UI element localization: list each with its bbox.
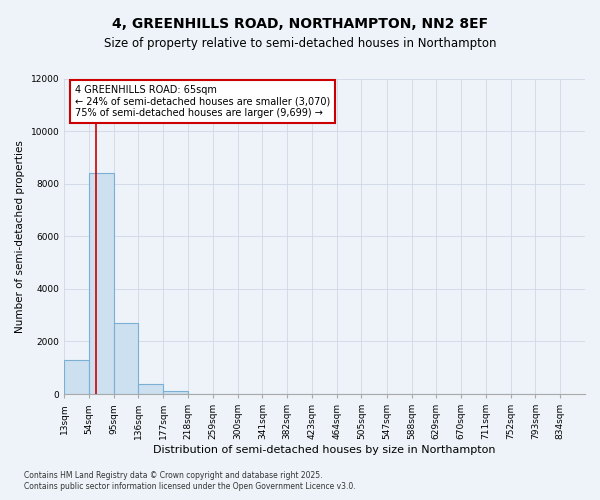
X-axis label: Distribution of semi-detached houses by size in Northampton: Distribution of semi-detached houses by … bbox=[154, 445, 496, 455]
Bar bbox=[114, 323, 139, 394]
Text: Size of property relative to semi-detached houses in Northampton: Size of property relative to semi-detach… bbox=[104, 38, 496, 51]
Text: Contains public sector information licensed under the Open Government Licence v3: Contains public sector information licen… bbox=[24, 482, 356, 491]
Text: 4, GREENHILLS ROAD, NORTHAMPTON, NN2 8EF: 4, GREENHILLS ROAD, NORTHAMPTON, NN2 8EF bbox=[112, 18, 488, 32]
Bar bbox=[163, 390, 188, 394]
Text: 4 GREENHILLS ROAD: 65sqm
← 24% of semi-detached houses are smaller (3,070)
75% o: 4 GREENHILLS ROAD: 65sqm ← 24% of semi-d… bbox=[74, 85, 330, 118]
Bar bbox=[139, 384, 163, 394]
Bar bbox=[89, 173, 114, 394]
Bar bbox=[64, 360, 89, 394]
Text: Contains HM Land Registry data © Crown copyright and database right 2025.: Contains HM Land Registry data © Crown c… bbox=[24, 471, 323, 480]
Y-axis label: Number of semi-detached properties: Number of semi-detached properties bbox=[15, 140, 25, 332]
